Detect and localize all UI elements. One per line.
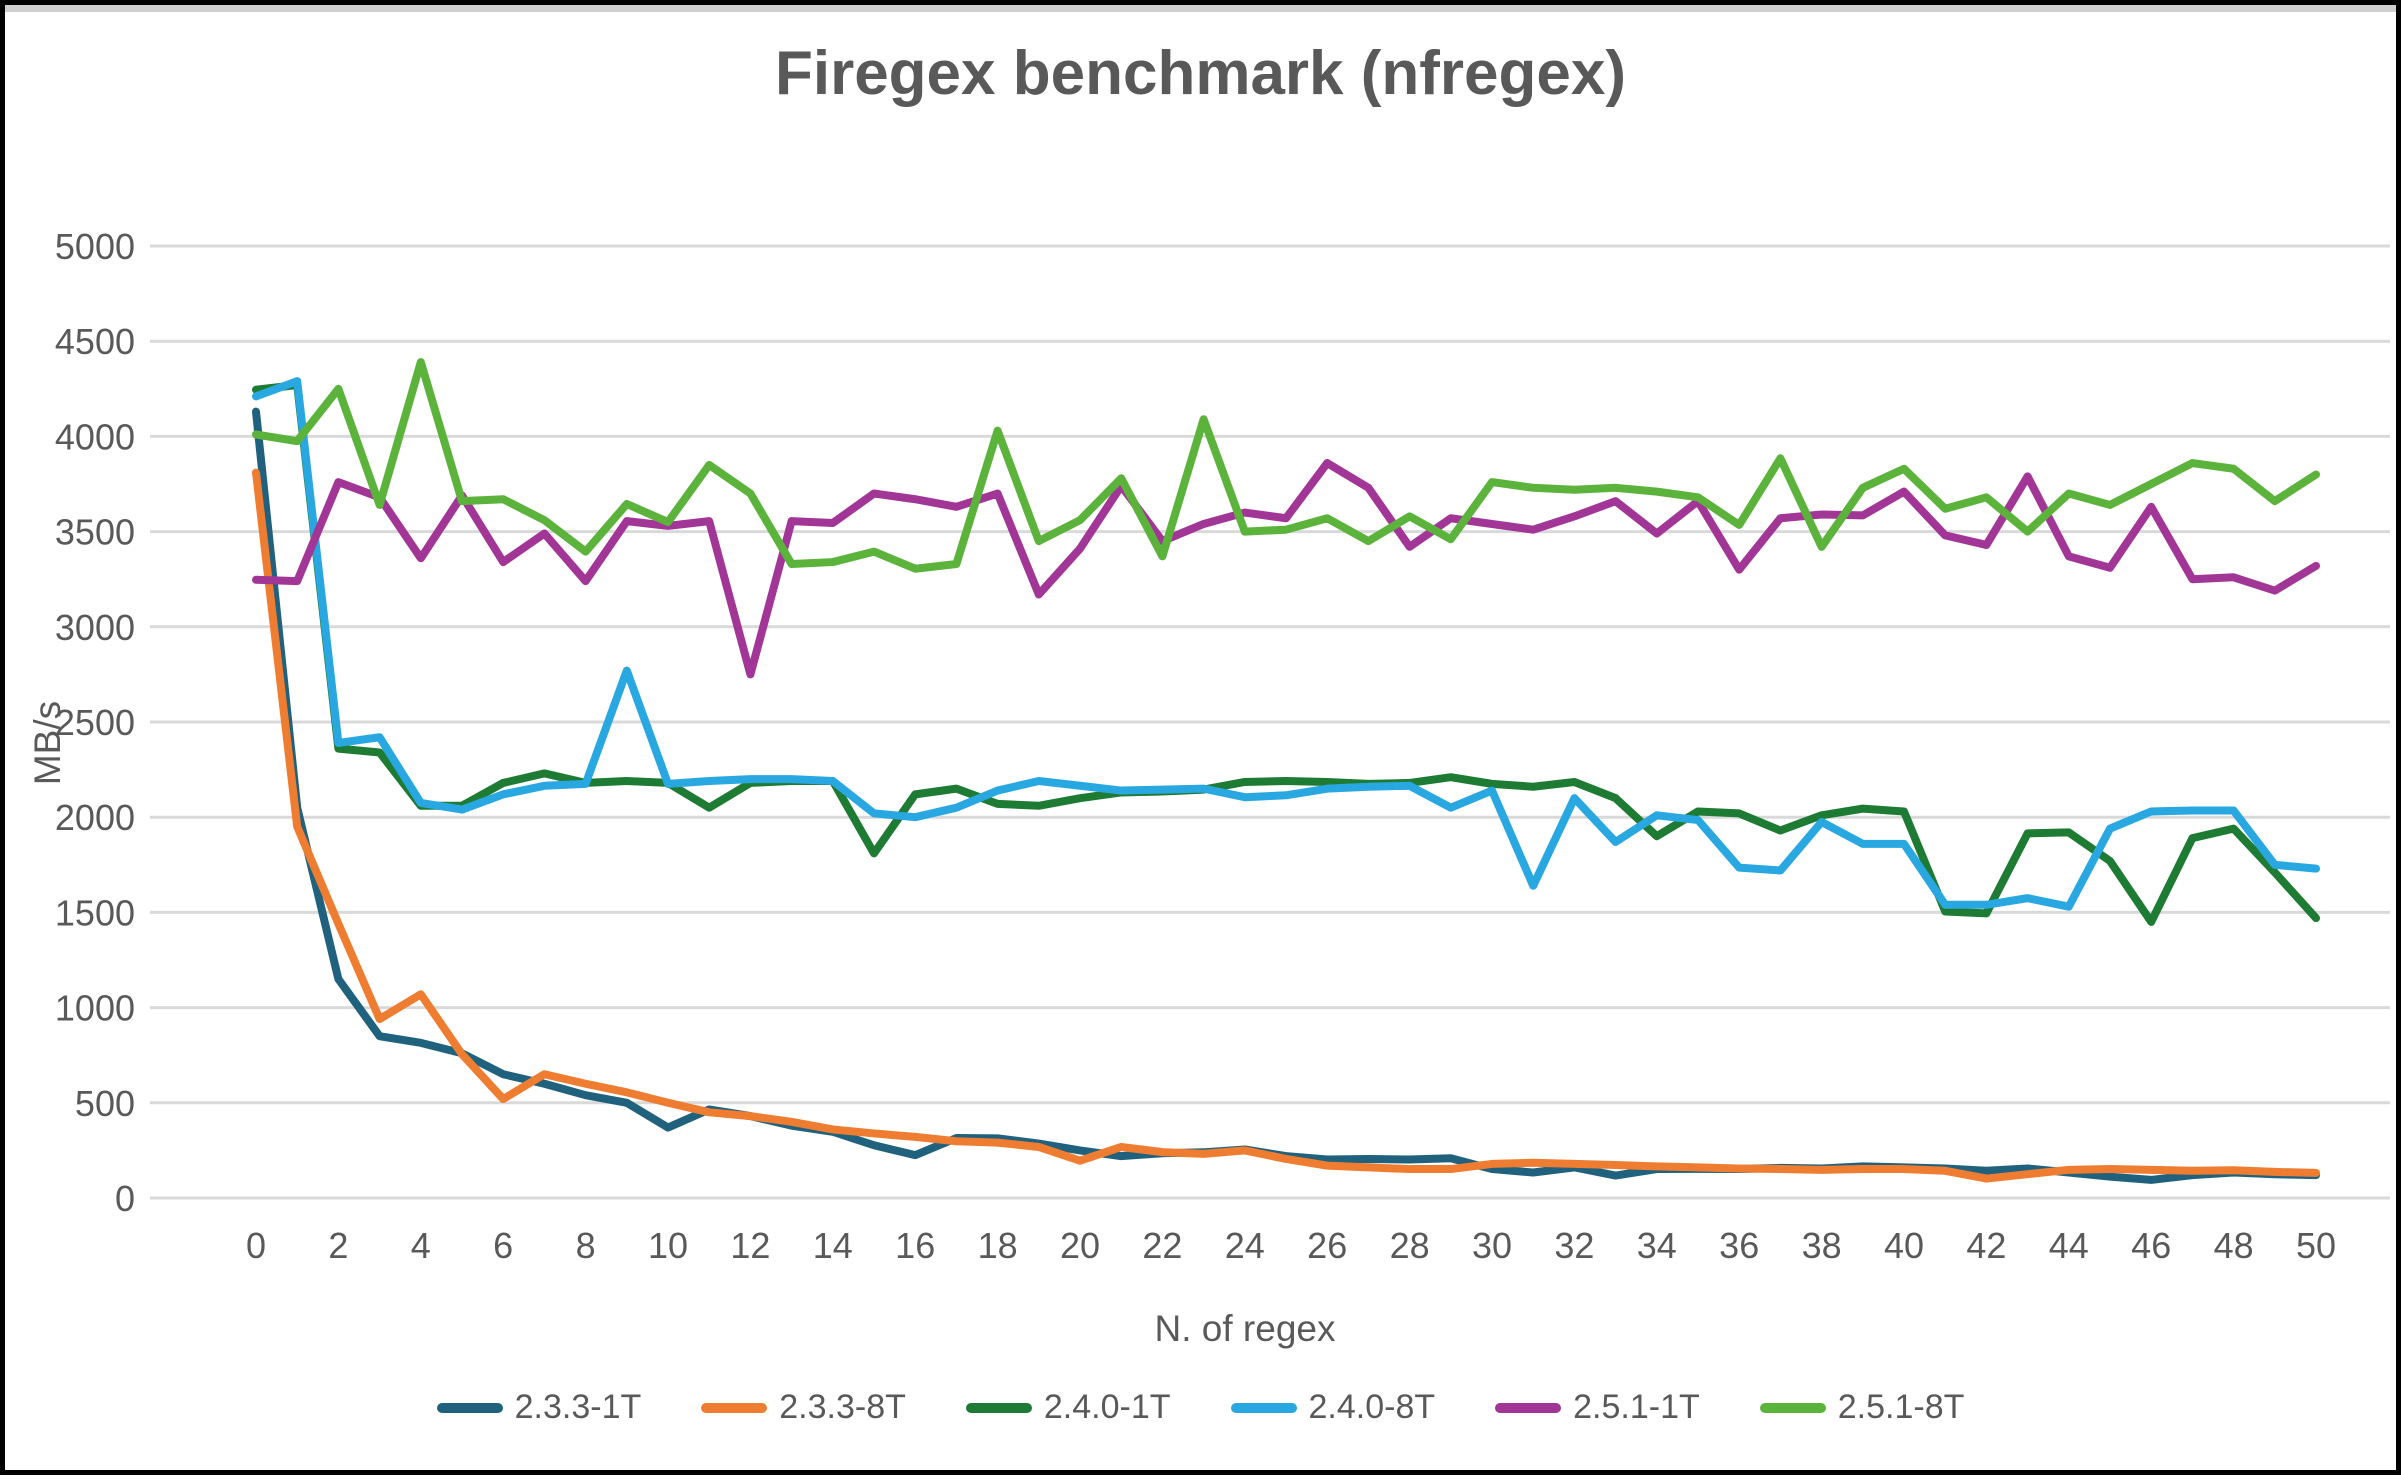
x-tick-label: 36 (1719, 1225, 1759, 1266)
legend-item-2.3.3-1T: 2.3.3-1T (436, 1388, 642, 1427)
y-tick-label: 5000 (55, 226, 135, 267)
y-tick-label: 4000 (55, 416, 135, 457)
x-tick-label: 10 (648, 1225, 688, 1266)
x-tick-label: 14 (813, 1225, 853, 1266)
x-tick-label: 20 (1060, 1225, 1100, 1266)
x-tick-label: 48 (2214, 1225, 2254, 1266)
x-tick-label: 32 (1554, 1225, 1594, 1266)
x-tick-label: 12 (730, 1225, 770, 1266)
y-axis-tick-labels: 0 500 1000 1500 2000 2500 3000 3500 4000 4500 5000 (55, 226, 135, 1219)
series-line-2.5.1-1T (252, 459, 2320, 679)
x-tick-label: 28 (1390, 1225, 1430, 1266)
gridlines (150, 244, 2390, 1200)
legend-swatch-2.3.3-8T (701, 1402, 768, 1413)
x-tick-label: 6 (493, 1225, 513, 1266)
legend-label: 2.3.3-1T (514, 1388, 642, 1426)
y-tick-label: 1500 (55, 892, 135, 933)
legend-label: 2.5.1-1T (1573, 1388, 1700, 1426)
y-tick-label: 1000 (55, 988, 135, 1029)
data-series (252, 358, 2320, 1184)
x-tick-label: 30 (1472, 1225, 1512, 1266)
y-axis-title: MB/s (27, 700, 68, 786)
legend-label: 2.4.0-8T (1308, 1388, 1436, 1426)
x-tick-label: 18 (978, 1225, 1018, 1266)
series-line-2.4.0-1T (252, 380, 2320, 926)
x-tick-label: 0 (246, 1225, 266, 1266)
y-tick-label: 0 (115, 1178, 135, 1219)
window-top-edge (5, 5, 2396, 12)
y-tick-label: 500 (75, 1083, 135, 1124)
x-tick-label: 16 (895, 1225, 935, 1266)
legend-item-2.4.0-1T: 2.4.0-1T (965, 1388, 1171, 1427)
x-tick-label: 42 (1966, 1225, 2006, 1266)
y-tick-label: 2000 (55, 797, 135, 838)
legend-item-2.5.1-8T: 2.5.1-8T (1759, 1388, 1965, 1427)
chart-title: Firegex benchmark (nfregex) (774, 39, 1627, 108)
x-tick-label: 34 (1637, 1225, 1677, 1266)
x-axis-tick-labels: 0 2 4 6 8 10 12 14 16 18 20 22 24 26 28 30 32 34 36 38 40 42 4… (246, 1225, 2336, 1266)
x-tick-label: 26 (1307, 1225, 1347, 1266)
x-tick-label: 38 (1802, 1225, 1842, 1266)
chart-legend: 2.3.3-1T 2.3.3-8T 2.4.0-1T 2.4.0-8T 2.5.1-1T… (0, 1388, 2401, 1427)
legend-swatch-2.4.0-8T (1230, 1402, 1297, 1413)
x-tick-label: 8 (576, 1225, 596, 1266)
legend-swatch-2.3.3-1T (436, 1402, 503, 1413)
y-tick-label: 4500 (55, 321, 135, 362)
x-tick-label: 50 (2296, 1225, 2336, 1266)
x-tick-label: 24 (1225, 1225, 1265, 1266)
y-tick-label: 2500 (55, 702, 135, 743)
x-tick-label: 22 (1142, 1225, 1182, 1266)
legend-label: 2.3.3-8T (779, 1388, 906, 1426)
y-tick-label: 3500 (55, 512, 135, 553)
legend-label: 2.4.0-1T (1043, 1388, 1171, 1426)
y-tick-label: 3000 (55, 607, 135, 648)
legend-item-2.3.3-8T: 2.3.3-8T (701, 1388, 906, 1427)
x-tick-label: 46 (2131, 1225, 2171, 1266)
x-axis-title: N. of regex (1154, 1308, 1336, 1349)
legend-item-2.5.1-1T: 2.5.1-1T (1495, 1388, 1700, 1427)
x-tick-label: 44 (2049, 1225, 2089, 1266)
legend-label: 2.5.1-8T (1837, 1388, 1965, 1426)
series-line-2.5.1-8T (252, 358, 2320, 573)
legend-swatch-2.5.1-1T (1495, 1402, 1562, 1413)
series-line-2.4.0-8T (252, 377, 2320, 911)
series-line-2.3.3-8T (252, 468, 2320, 1183)
x-tick-label: 2 (328, 1225, 348, 1266)
legend-item-2.4.0-8T: 2.4.0-8T (1230, 1388, 1436, 1427)
x-tick-label: 4 (411, 1225, 431, 1266)
legend-swatch-2.4.0-1T (965, 1402, 1032, 1413)
x-tick-label: 40 (1884, 1225, 1924, 1266)
legend-swatch-2.5.1-8T (1759, 1402, 1826, 1413)
